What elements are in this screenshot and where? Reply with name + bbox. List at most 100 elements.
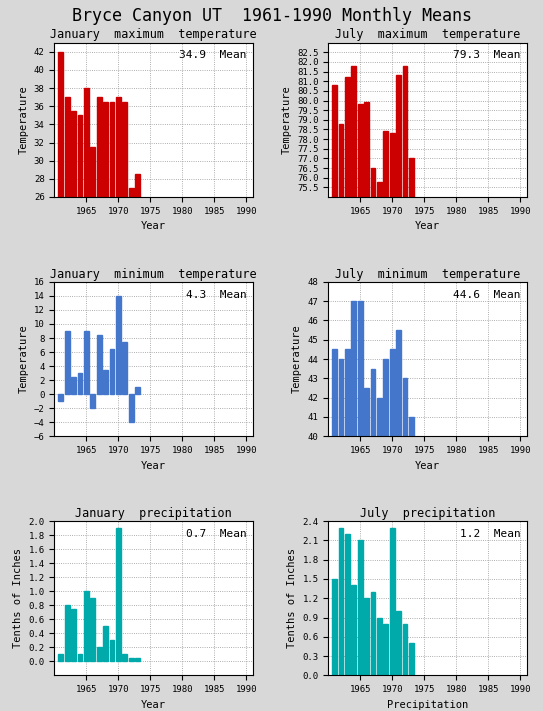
Bar xyxy=(403,66,407,711)
Bar xyxy=(371,369,375,711)
Bar xyxy=(84,331,89,394)
Bar xyxy=(71,609,76,661)
Bar xyxy=(90,598,95,661)
Bar xyxy=(409,417,414,711)
Bar xyxy=(78,115,83,433)
Bar xyxy=(103,102,108,433)
Bar xyxy=(122,102,127,433)
Bar xyxy=(116,296,121,394)
Bar xyxy=(364,388,369,711)
Text: 34.9  Mean: 34.9 Mean xyxy=(179,50,247,60)
X-axis label: Year: Year xyxy=(141,221,166,231)
Bar xyxy=(364,102,369,711)
Bar xyxy=(71,111,76,433)
Bar xyxy=(84,592,89,661)
Bar xyxy=(116,528,121,661)
Bar xyxy=(90,147,95,433)
Bar xyxy=(351,66,356,711)
Text: 0.7  Mean: 0.7 Mean xyxy=(186,529,247,539)
Bar xyxy=(377,397,382,711)
Bar xyxy=(97,334,102,394)
Title: July  precipitation: July precipitation xyxy=(360,507,495,520)
X-axis label: Year: Year xyxy=(415,461,440,471)
Bar xyxy=(129,658,134,661)
Bar xyxy=(358,540,363,675)
Bar xyxy=(65,605,70,661)
Bar xyxy=(396,330,401,711)
Bar xyxy=(129,188,134,433)
Bar xyxy=(78,373,83,394)
Bar xyxy=(345,349,350,711)
Bar xyxy=(345,77,350,711)
Bar xyxy=(110,641,115,661)
Bar xyxy=(339,528,343,675)
Title: January  maximum  temperature: January maximum temperature xyxy=(50,28,257,41)
Bar xyxy=(377,618,382,675)
Bar xyxy=(110,348,115,394)
Bar xyxy=(390,134,395,711)
Bar xyxy=(371,592,375,675)
Bar xyxy=(383,132,388,711)
Bar xyxy=(409,643,414,675)
Title: July  maximum  temperature: July maximum temperature xyxy=(335,28,520,41)
Bar xyxy=(364,598,369,675)
Bar xyxy=(339,359,343,711)
Bar xyxy=(78,654,83,661)
Bar xyxy=(97,97,102,433)
Title: January  minimum  temperature: January minimum temperature xyxy=(50,268,257,281)
Bar xyxy=(122,654,127,661)
Y-axis label: Temperature: Temperature xyxy=(18,325,28,393)
Y-axis label: Temperature: Temperature xyxy=(18,85,28,154)
Text: Bryce Canyon UT  1961-1990 Monthly Means: Bryce Canyon UT 1961-1990 Monthly Means xyxy=(72,7,471,25)
X-axis label: Year: Year xyxy=(141,461,166,471)
Bar xyxy=(403,378,407,711)
Bar xyxy=(332,85,337,711)
Bar xyxy=(345,534,350,675)
Bar xyxy=(97,648,102,661)
Bar xyxy=(332,579,337,675)
Bar xyxy=(383,624,388,675)
Y-axis label: Temperature: Temperature xyxy=(292,325,302,393)
Bar xyxy=(409,159,414,711)
Bar xyxy=(371,168,375,711)
Title: January  precipitation: January precipitation xyxy=(75,507,232,520)
Bar xyxy=(339,124,343,711)
Bar xyxy=(135,387,140,394)
Bar xyxy=(377,181,382,711)
Bar xyxy=(390,528,395,675)
Bar xyxy=(58,654,63,661)
Bar xyxy=(403,624,407,675)
Text: 1.2  Mean: 1.2 Mean xyxy=(460,529,521,539)
Bar xyxy=(351,585,356,675)
Bar xyxy=(58,52,63,433)
Bar xyxy=(84,88,89,433)
Bar xyxy=(332,349,337,711)
Bar xyxy=(122,341,127,394)
Bar xyxy=(103,370,108,394)
Bar xyxy=(110,102,115,433)
Bar xyxy=(396,611,401,675)
Bar xyxy=(135,174,140,433)
Bar xyxy=(135,658,140,661)
Bar xyxy=(90,394,95,408)
Y-axis label: Tenths of Inches: Tenths of Inches xyxy=(287,548,297,648)
Y-axis label: Temperature: Temperature xyxy=(281,85,292,154)
Bar xyxy=(58,394,63,401)
Bar xyxy=(396,75,401,711)
Bar xyxy=(383,359,388,711)
Title: July  minimum  temperature: July minimum temperature xyxy=(335,268,520,281)
Bar xyxy=(358,301,363,711)
Bar xyxy=(390,349,395,711)
X-axis label: Year: Year xyxy=(141,700,166,710)
Text: 44.6  Mean: 44.6 Mean xyxy=(453,289,521,299)
Text: 79.3  Mean: 79.3 Mean xyxy=(453,50,521,60)
X-axis label: Year: Year xyxy=(415,221,440,231)
Bar xyxy=(65,331,70,394)
Bar xyxy=(116,97,121,433)
Y-axis label: Tenths of Inches: Tenths of Inches xyxy=(13,548,23,648)
Bar xyxy=(71,377,76,394)
Bar xyxy=(65,97,70,433)
Bar xyxy=(358,105,363,711)
Bar xyxy=(129,394,134,422)
X-axis label: Precipitation: Precipitation xyxy=(387,700,468,710)
